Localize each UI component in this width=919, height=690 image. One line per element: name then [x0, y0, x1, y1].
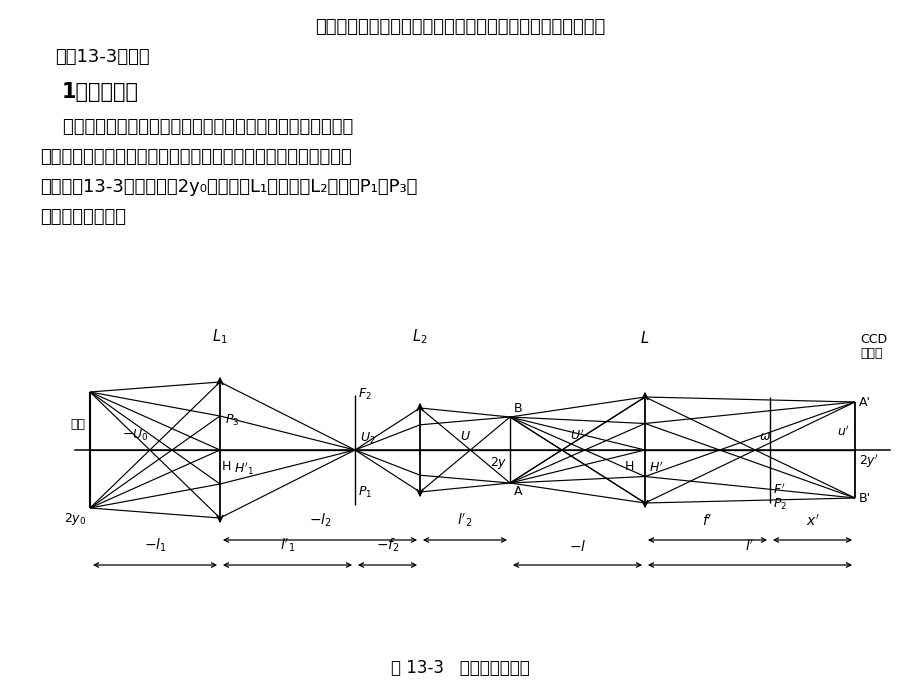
Text: $-l_1$: $-l_1$ [143, 537, 166, 554]
Text: $u'$: $u'$ [836, 425, 849, 440]
Text: $l'_2$: $l'_2$ [457, 511, 472, 529]
Text: B': B' [858, 491, 870, 504]
Text: $\omega$: $\omega$ [758, 429, 770, 442]
Text: $2y$: $2y$ [489, 455, 506, 471]
Text: $H'$: $H'$ [648, 460, 663, 475]
Text: $2y'$: $2y'$ [858, 453, 879, 471]
Text: 配。在图13-3中，由灯丝2y₀、集光镜L₁、聚光镜L₂和光阑P₁、P₃组: 配。在图13-3中，由灯丝2y₀、集光镜L₁、聚光镜L₂和光阑P₁、P₃组 [40, 178, 417, 196]
Text: $L_1$: $L_1$ [212, 327, 228, 346]
Text: 统采用了物方远心光路，因此照明系统需用柯拉照明方式与之相匹: 统采用了物方远心光路，因此照明系统需用柯拉照明方式与之相匹 [40, 148, 351, 166]
Text: $F_2$: $F_2$ [357, 387, 371, 402]
Text: $l'$: $l'$ [744, 539, 754, 554]
Text: $f'$: $f'$ [701, 514, 712, 529]
Text: $P_1$: $P_1$ [357, 485, 372, 500]
Text: $-U_0$: $-U_0$ [121, 427, 148, 442]
Text: 像敏面: 像敏面 [859, 347, 881, 360]
Text: $2y_0$: $2y_0$ [63, 511, 85, 527]
Text: $-l$: $-l$ [568, 539, 585, 554]
Text: $P_3$: $P_3$ [225, 413, 239, 428]
Text: $U_2$: $U_2$ [359, 431, 375, 446]
Text: $-l_2$: $-l_2$ [308, 511, 331, 529]
Text: $H'_1$: $H'_1$ [233, 460, 254, 477]
Text: 图 13-3   光学系统光路图: 图 13-3 光学系统光路图 [391, 659, 528, 677]
Text: 灯丝: 灯丝 [70, 419, 85, 431]
Text: 成柯拉照明系统。: 成柯拉照明系统。 [40, 208, 126, 226]
Text: $l'_1$: $l'_1$ [279, 536, 295, 554]
Text: A: A [514, 485, 522, 498]
Text: 光学系统由成像系统和照明系统两部分组成，光学系统的光路: 光学系统由成像系统和照明系统两部分组成，光学系统的光路 [314, 18, 605, 36]
Text: $F'$: $F'$ [772, 482, 785, 497]
Text: H: H [624, 460, 633, 473]
Text: H: H [221, 460, 231, 473]
Text: $L_2$: $L_2$ [412, 327, 427, 346]
Text: A': A' [858, 395, 870, 408]
Text: 1．照明系统: 1．照明系统 [62, 82, 139, 102]
Text: $-f_2$: $-f_2$ [375, 537, 399, 554]
Text: B: B [514, 402, 522, 415]
Text: $U'$: $U'$ [569, 428, 584, 443]
Text: CCD: CCD [859, 333, 886, 346]
Text: 如图13-3所示。: 如图13-3所示。 [55, 48, 150, 66]
Text: 玻璃管能否得到均匀照明对测量结果有很大影响。由于成像系: 玻璃管能否得到均匀照明对测量结果有很大影响。由于成像系 [40, 118, 353, 136]
Text: $L$: $L$ [640, 330, 649, 346]
Text: $P_2$: $P_2$ [772, 497, 787, 512]
Text: $U$: $U$ [460, 429, 470, 442]
Text: $x'$: $x'$ [805, 514, 819, 529]
